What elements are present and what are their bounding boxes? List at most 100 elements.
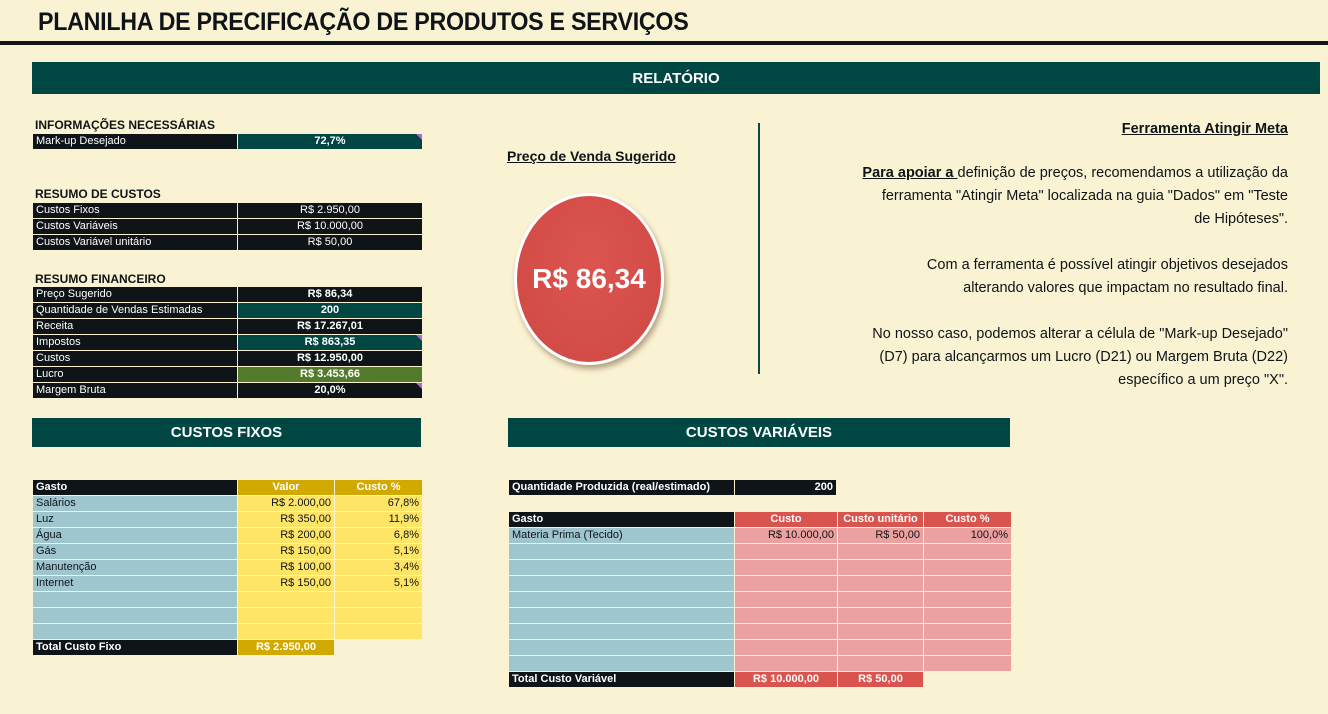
pct-cell[interactable] xyxy=(923,639,1012,656)
valor-cell[interactable]: R$ 150,00 xyxy=(237,543,335,560)
gasto-cell[interactable]: Internet xyxy=(32,575,238,592)
fin-label: Receita xyxy=(32,318,238,335)
pct-cell[interactable] xyxy=(923,591,1012,608)
valor-cell[interactable]: R$ 150,00 xyxy=(237,575,335,592)
gasto-cell[interactable] xyxy=(508,607,735,624)
revenue-cell[interactable]: R$ 17.267,01 xyxy=(237,318,423,335)
profit-cell[interactable]: R$ 3.453,66 xyxy=(237,366,423,383)
total-variable-label: Total Custo Variável xyxy=(508,671,735,688)
custo-cell[interactable] xyxy=(734,607,838,624)
valor-cell[interactable] xyxy=(237,623,335,640)
pct-cell[interactable] xyxy=(334,591,423,608)
valor-cell[interactable] xyxy=(237,607,335,624)
costs-cell[interactable]: R$ 12.950,00 xyxy=(237,350,423,367)
suggested-price-cell[interactable]: R$ 86,34 xyxy=(237,286,423,303)
quantity-row: Quantidade Produzida (real/estimado) 200 xyxy=(508,479,837,496)
pct-cell[interactable] xyxy=(334,623,423,640)
pct-cell[interactable]: 6,8% xyxy=(334,527,423,544)
cost-value-cell[interactable]: R$ 2.950,00 xyxy=(237,202,423,219)
pct-cell[interactable]: 11,9% xyxy=(334,511,423,528)
gasto-cell[interactable] xyxy=(508,543,735,560)
gasto-cell[interactable]: Luz xyxy=(32,511,238,528)
unit-cell[interactable] xyxy=(837,655,924,672)
quantity-value-cell[interactable]: 200 xyxy=(734,479,837,496)
pct-cell[interactable]: 67,8% xyxy=(334,495,423,512)
custo-cell[interactable] xyxy=(734,639,838,656)
unit-cell[interactable] xyxy=(837,607,924,624)
suggested-price-badge[interactable]: R$ 86,34 xyxy=(514,193,664,365)
goal-seek-p3-line3: específico a um preço "X". xyxy=(1118,372,1288,388)
unit-cell[interactable] xyxy=(837,623,924,640)
cost-summary-heading: RESUMO DE CUSTOS xyxy=(35,187,161,201)
gasto-cell[interactable] xyxy=(32,623,238,640)
fin-label: Lucro xyxy=(32,366,238,383)
table-row: Quantidade de Vendas Estimadas 200 xyxy=(32,302,423,319)
total-row: Total Custo Variável R$ 10.000,00 R$ 50,… xyxy=(508,671,1012,688)
custo-cell[interactable] xyxy=(734,543,838,560)
gasto-cell[interactable] xyxy=(508,575,735,592)
cost-summary-table: Custos Fixos R$ 2.950,00 Custos Variávei… xyxy=(32,202,423,251)
vertical-divider xyxy=(758,123,760,374)
unit-cell[interactable]: R$ 50,00 xyxy=(837,527,924,544)
pct-cell[interactable]: 5,1% xyxy=(334,575,423,592)
valor-cell[interactable]: R$ 2.000,00 xyxy=(237,495,335,512)
col-header-custo: Custo xyxy=(734,511,838,528)
fin-label: Custos xyxy=(32,350,238,367)
unit-cell[interactable] xyxy=(837,639,924,656)
table-row xyxy=(32,607,423,624)
pct-cell[interactable]: 3,4% xyxy=(334,559,423,576)
valor-cell[interactable]: R$ 100,00 xyxy=(237,559,335,576)
pct-cell[interactable] xyxy=(923,655,1012,672)
gasto-cell[interactable]: Manutenção xyxy=(32,559,238,576)
custo-cell[interactable] xyxy=(734,655,838,672)
table-row: Salários R$ 2.000,00 67,8% xyxy=(32,495,423,512)
estimated-sales-cell[interactable]: 200 xyxy=(237,302,423,319)
valor-cell[interactable]: R$ 350,00 xyxy=(237,511,335,528)
custo-cell[interactable] xyxy=(734,623,838,640)
cost-value-cell[interactable]: R$ 10.000,00 xyxy=(237,218,423,235)
unit-cell[interactable] xyxy=(837,575,924,592)
cost-label: Custos Variáveis xyxy=(32,218,238,235)
table-row: Água R$ 200,00 6,8% xyxy=(32,527,423,544)
unit-cell[interactable] xyxy=(837,543,924,560)
taxes-cell[interactable]: R$ 863,35 xyxy=(237,334,423,351)
table-row: Gás R$ 150,00 5,1% xyxy=(32,543,423,560)
gasto-cell[interactable]: Água xyxy=(32,527,238,544)
unit-cell[interactable] xyxy=(837,559,924,576)
custo-cell[interactable] xyxy=(734,559,838,576)
gasto-cell[interactable] xyxy=(508,639,735,656)
pct-cell[interactable]: 100,0% xyxy=(923,527,1012,544)
gasto-cell[interactable]: Salários xyxy=(32,495,238,512)
gasto-cell[interactable] xyxy=(508,623,735,640)
financial-summary-table: Preço Sugerido R$ 86,34 Quantidade de Ve… xyxy=(32,286,423,399)
markup-value-cell[interactable]: 72,7% xyxy=(237,133,423,150)
gasto-cell[interactable] xyxy=(508,655,735,672)
gasto-cell[interactable]: Materia Prima (Tecido) xyxy=(508,527,735,544)
pct-cell[interactable] xyxy=(923,623,1012,640)
pct-cell[interactable] xyxy=(923,559,1012,576)
pct-cell[interactable] xyxy=(923,575,1012,592)
gasto-cell[interactable] xyxy=(508,591,735,608)
gasto-cell[interactable] xyxy=(508,559,735,576)
fin-label: Impostos xyxy=(32,334,238,351)
pct-cell[interactable] xyxy=(923,543,1012,560)
custo-cell[interactable] xyxy=(734,575,838,592)
valor-cell[interactable]: R$ 200,00 xyxy=(237,527,335,544)
pct-cell[interactable]: 5,1% xyxy=(334,543,423,560)
valor-cell[interactable] xyxy=(237,591,335,608)
pct-cell[interactable] xyxy=(334,607,423,624)
variable-costs-band: CUSTOS VARIÁVEIS xyxy=(508,418,1010,447)
gasto-cell[interactable] xyxy=(32,607,238,624)
gross-margin-cell[interactable]: 20,0% xyxy=(237,382,423,399)
custo-cell[interactable]: R$ 10.000,00 xyxy=(734,527,838,544)
pct-cell[interactable] xyxy=(923,607,1012,624)
goal-seek-p2-line2: alterando valores que impactam no result… xyxy=(963,280,1288,296)
unit-cell[interactable] xyxy=(837,591,924,608)
custo-cell[interactable] xyxy=(734,591,838,608)
col-header-pct: Custo % xyxy=(334,479,423,496)
cost-value-cell[interactable]: R$ 50,00 xyxy=(237,234,423,251)
gasto-cell[interactable]: Gás xyxy=(32,543,238,560)
gasto-cell[interactable] xyxy=(32,591,238,608)
report-band-label: RELATÓRIO xyxy=(632,69,720,87)
table-row: Impostos R$ 863,35 xyxy=(32,334,423,351)
